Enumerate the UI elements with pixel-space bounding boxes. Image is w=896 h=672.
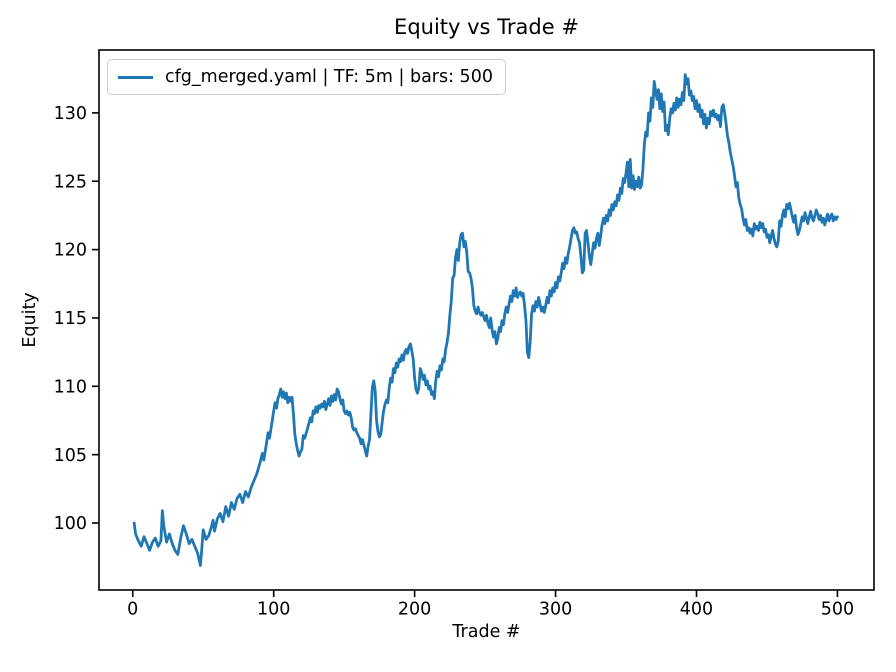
x-tick-label: 400 [680, 600, 713, 620]
chart-title: Equity vs Trade # [394, 15, 579, 39]
y-tick-label: 120 [54, 241, 87, 261]
axes-spines [98, 49, 875, 591]
x-tick-label: 500 [821, 600, 854, 620]
x-tick-label: 100 [257, 600, 290, 620]
equity-line [132, 73, 839, 567]
x-axis-label: Trade # [452, 622, 521, 642]
y-tick-label: 115 [54, 309, 87, 329]
legend-label: cfg_merged.yaml | TF: 5m | bars: 500 [165, 67, 493, 87]
x-tick-label: 0 [127, 600, 138, 620]
y-axis-label: Equity [20, 292, 40, 348]
legend: cfg_merged.yaml | TF: 5m | bars: 500 [107, 59, 506, 95]
y-tick-label: 100 [54, 514, 87, 534]
x-tick-label: 300 [539, 600, 572, 620]
y-tick-label: 105 [54, 446, 87, 466]
x-tick-label: 200 [398, 600, 431, 620]
legend-line-swatch [118, 75, 153, 79]
y-tick-label: 130 [54, 104, 87, 124]
y-tick-label: 110 [54, 377, 87, 397]
y-tick-label: 125 [54, 172, 87, 192]
